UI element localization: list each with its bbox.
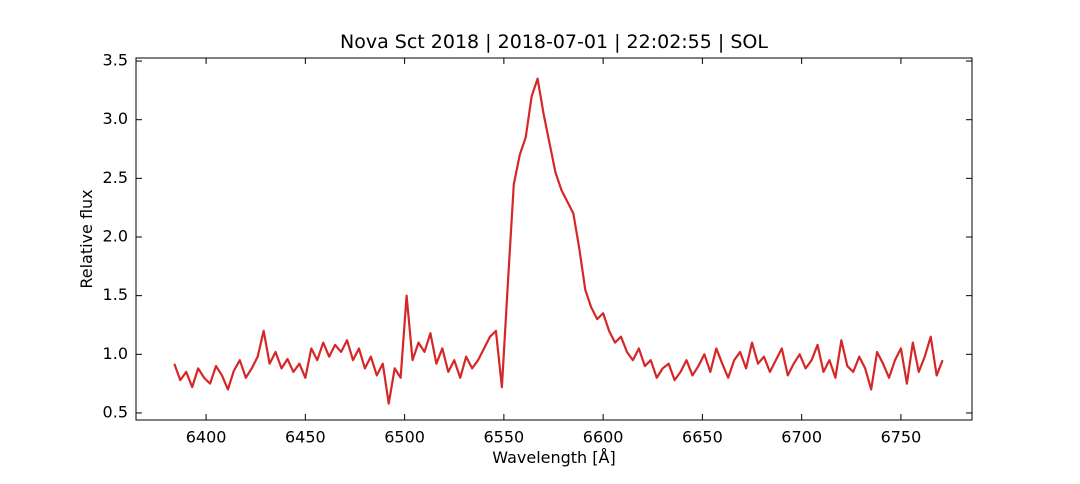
x-tick-label: 6650 xyxy=(682,428,723,447)
x-tick-label: 6750 xyxy=(881,428,922,447)
x-tick-label: 6550 xyxy=(484,428,525,447)
x-tick-label: 6600 xyxy=(583,428,624,447)
x-axis-label: Wavelength [Å] xyxy=(492,448,615,467)
plot-frame xyxy=(135,57,973,421)
y-tick-label: 2.5 xyxy=(103,168,128,187)
y-tick-label: 3.5 xyxy=(103,51,128,70)
x-tick-label: 6500 xyxy=(384,428,425,447)
data-line xyxy=(173,77,944,405)
y-tick-label: 3.0 xyxy=(103,109,128,128)
y-tick-label: 0.5 xyxy=(103,402,128,421)
y-tick-label: 1.5 xyxy=(103,285,128,304)
y-axis-label: Relative flux xyxy=(77,189,96,288)
y-tick-label: 1.0 xyxy=(103,344,128,363)
x-tick-label: 6400 xyxy=(186,428,227,447)
chart-title: Nova Sct 2018 | 2018-07-01 | 22:02:55 | … xyxy=(340,31,768,53)
y-tick-label: 2.0 xyxy=(103,227,128,246)
x-tick-label: 6700 xyxy=(781,428,822,447)
x-tick-label: 6450 xyxy=(285,428,326,447)
